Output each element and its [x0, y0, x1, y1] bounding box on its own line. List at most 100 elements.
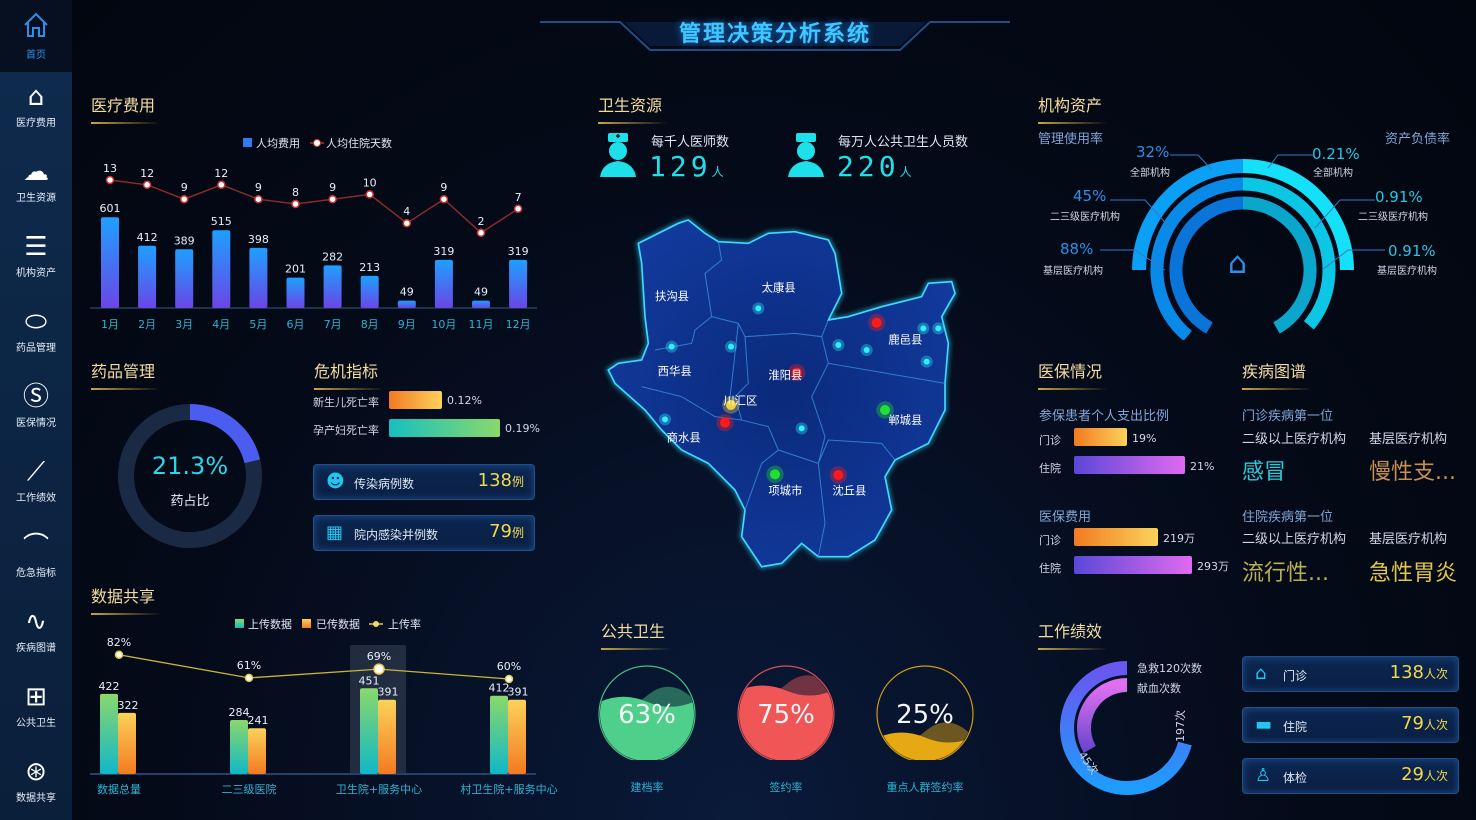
cost-title: 医保费用: [1039, 510, 1092, 525]
usage-value: 45%: [1073, 187, 1107, 205]
region-map[interactable]: 扶沟县 太康县 西华县 淮阳县 鹿邑县 川汇区 商水县 郸城县 项城市 沈丘县: [595, 210, 965, 580]
map-marker[interactable]: [880, 405, 890, 415]
bar-value-label: 389: [174, 234, 195, 247]
region-label[interactable]: 川汇区: [723, 394, 757, 408]
map-marker[interactable]: [920, 325, 927, 332]
legend-swatch-line: [313, 139, 321, 147]
map-marker[interactable]: [833, 470, 844, 480]
debt-label: 二三级医疗机构: [1358, 212, 1428, 223]
sidebar-item-5[interactable]: Ⓢ 医保情况: [0, 382, 72, 429]
public-health-gauges: 63% 75% 25%: [598, 665, 974, 760]
bar-value-label: 412: [137, 231, 158, 244]
region-label[interactable]: 商水县: [667, 431, 701, 445]
coin-stack-icon: ☰: [24, 232, 48, 262]
sidebar-item-8[interactable]: ∿ 疾病图谱: [0, 607, 72, 654]
region-label[interactable]: 鹿邑县: [888, 332, 922, 346]
emergency-arc: [1060, 661, 1192, 795]
bar-value-label: 213: [359, 261, 380, 274]
card-label: 院内感染并例数: [354, 528, 439, 542]
region-label[interactable]: 淮阳县: [768, 368, 802, 382]
sidebar-item-home[interactable]: 首页: [0, 0, 72, 72]
rate-value: 0.19%: [505, 422, 540, 435]
map-marker[interactable]: [835, 342, 842, 348]
sidebar-item-label: 机构资产: [16, 268, 56, 279]
region-label[interactable]: 郸城县: [888, 413, 922, 427]
line-point: [291, 199, 300, 209]
line-value-label: 9: [181, 181, 188, 194]
sidebar-item-1[interactable]: ⌂ 医疗费用: [0, 82, 72, 129]
legend-label: 上传数据: [248, 617, 292, 631]
leader-line: [1321, 249, 1385, 271]
region-label[interactable]: 扶沟县: [655, 289, 689, 303]
line-point: [105, 175, 115, 185]
region-label[interactable]: 沈丘县: [832, 484, 866, 498]
donut-value: 197次: [1174, 710, 1187, 742]
section-title-health: 卫生资源: [598, 92, 669, 124]
disease-col-label: 基层医疗机构: [1369, 432, 1448, 447]
line-value-label: 9: [255, 181, 262, 194]
map-marker[interactable]: [935, 325, 942, 332]
card-label: 门诊: [1283, 669, 1308, 683]
map-marker[interactable]: [798, 425, 805, 432]
outpatient-card[interactable]: ⌂ 门诊 138人次: [1242, 656, 1459, 692]
sidebar-item-10[interactable]: ⊛ 数据共享: [0, 757, 72, 804]
sidebar-item-3[interactable]: ☰ 机构资产: [0, 232, 72, 279]
region-label[interactable]: 太康县: [762, 280, 796, 294]
map-marker[interactable]: [871, 317, 882, 328]
map-marker[interactable]: [668, 343, 675, 350]
x-tick-label: 6月: [287, 318, 305, 331]
sidebar-item-label: 疾病图谱: [16, 643, 56, 654]
virus-mask-icon: ☻: [326, 471, 345, 492]
sidebar-item-9[interactable]: ⊞ 公共卫生: [0, 682, 72, 729]
map-marker[interactable]: [662, 416, 668, 423]
leader-line: [1314, 199, 1375, 229]
debt-value: 0.91%: [1388, 242, 1436, 260]
row-value: 19%: [1132, 432, 1157, 445]
person-checkup-icon: ♙: [1255, 765, 1272, 786]
map-marker[interactable]: [770, 469, 780, 480]
map-outline: [607, 219, 956, 568]
sidebar-item-2[interactable]: ☁ 卫生资源: [0, 157, 72, 204]
map-marker[interactable]: [791, 367, 802, 378]
region-label[interactable]: 西华县: [658, 364, 692, 378]
sidebar-item-7[interactable]: ⌒ 危急指标: [0, 532, 72, 579]
row-value: 219万: [1163, 532, 1195, 545]
checkup-card[interactable]: ♙ 体检 29人次: [1242, 758, 1459, 794]
infectious-cases-card[interactable]: ☻ 传染病例数 138例: [313, 464, 535, 500]
card-value: 29人次: [1401, 764, 1448, 785]
map-marker[interactable]: [728, 343, 734, 350]
map-marker[interactable]: [720, 417, 730, 428]
donut-legend: 献血次数: [1137, 682, 1181, 695]
rate-value-label: 60%: [497, 660, 521, 673]
bar-value-label: 49: [400, 286, 414, 299]
cost-bar: [1074, 556, 1192, 574]
sidebar-item-4[interactable]: ⬭ 药品管理: [0, 307, 72, 354]
x-tick-label: 村卫生院+服务中心: [460, 782, 557, 796]
map-markers: [659, 302, 945, 484]
hospital-infection-card[interactable]: ▦ 院内感染并例数 79例: [313, 515, 535, 551]
card-value: 138人次: [1389, 662, 1448, 683]
row-value: 21%: [1190, 460, 1215, 473]
disease-value: 急性胃炎: [1369, 561, 1458, 586]
row-label: 住院: [1039, 562, 1061, 575]
sidebar-item-6[interactable]: ⟋ 工作绩效: [0, 457, 72, 504]
drug-ratio-arc: [189, 404, 261, 464]
bar-transferred: [508, 699, 526, 774]
map-marker[interactable]: [923, 358, 930, 365]
x-tick-label: 8月: [361, 318, 379, 331]
stat-value: 220人: [837, 150, 912, 183]
map-marker[interactable]: [726, 400, 736, 410]
region-label[interactable]: 项城市: [768, 484, 802, 498]
inpatient-card[interactable]: ▬ 住院 79人次: [1242, 707, 1459, 743]
page-title: 管理决策分析系统: [678, 22, 871, 47]
legend-label: 人均费用: [256, 137, 300, 150]
bar: [323, 265, 342, 308]
map-marker[interactable]: [863, 347, 870, 353]
bar-transferred: [378, 699, 396, 774]
section-title-public-health: 公共卫生: [601, 618, 672, 650]
x-tick-label: 11月: [469, 318, 494, 331]
map-marker[interactable]: [755, 305, 762, 312]
gauge-label: 签约率: [769, 781, 803, 794]
disease-value: 感冒: [1242, 460, 1287, 485]
debt-label: 全部机构: [1313, 168, 1353, 179]
